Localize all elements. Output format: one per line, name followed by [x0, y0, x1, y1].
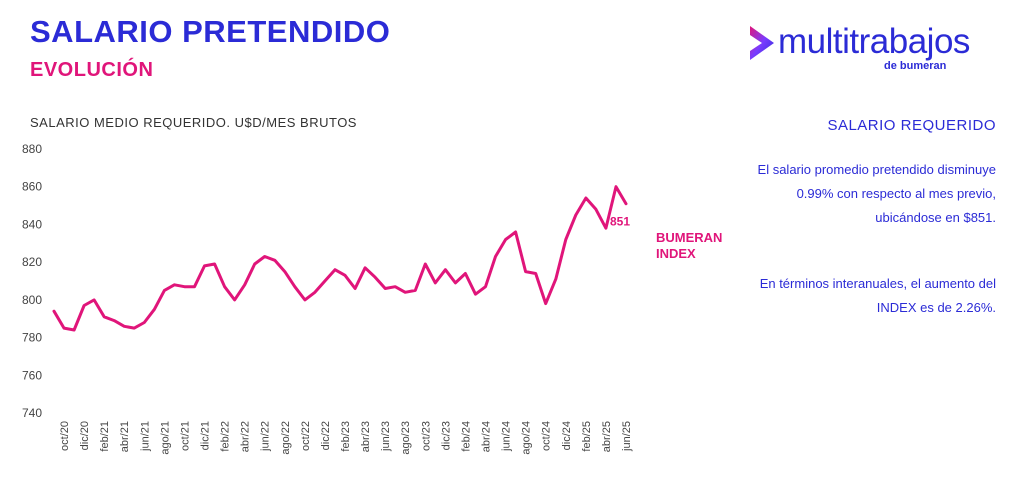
x-tick-label: dic/21 — [200, 421, 212, 450]
x-tick-label: abr/23 — [360, 421, 372, 452]
x-tick-label: oct/21 — [179, 421, 191, 451]
series-line — [52, 185, 628, 332]
line-chart: 740 760 780 800 820 840 860 880 oct/20 dic/20 feb/… — [22, 142, 633, 455]
x-tick-label: abr/24 — [481, 421, 493, 452]
page-title: SALARIO PRETENDIDO — [30, 14, 391, 49]
x-tick-label: jun/21 — [139, 421, 151, 452]
x-tick-label: abr/21 — [119, 421, 131, 452]
x-tick-label: ago/23 — [400, 421, 412, 455]
y-tick-label: 800 — [22, 293, 42, 307]
x-tick-label: jun/25 — [621, 421, 633, 452]
x-tick-label: feb/23 — [340, 421, 352, 452]
side-heading: SALARIO REQUERIDO — [827, 117, 996, 134]
x-tick-label: feb/22 — [220, 421, 232, 452]
x-tick-label: feb/25 — [581, 421, 593, 452]
x-tick-label: dic/23 — [440, 421, 452, 450]
x-tick-label: ago/24 — [521, 421, 533, 455]
x-tick-label: abr/25 — [601, 421, 613, 452]
x-tick-label: feb/24 — [460, 421, 472, 452]
y-tick-label: 780 — [22, 331, 42, 345]
y-tick-label: 740 — [22, 406, 42, 420]
x-tick-label: oct/23 — [420, 421, 432, 451]
x-tick-label: oct/24 — [541, 421, 553, 451]
x-tick-label: jun/22 — [260, 421, 272, 452]
x-tick-label: jun/23 — [380, 421, 392, 452]
y-tick-label: 860 — [22, 180, 42, 194]
x-tick-label: dic/24 — [561, 421, 573, 450]
y-tick-label: 820 — [22, 255, 42, 269]
logo-wordmark: multitrabajos — [778, 22, 970, 61]
x-tick-label: ago/21 — [159, 421, 171, 455]
x-tick-label: jun/24 — [501, 421, 513, 452]
page-subtitle: EVOLUCIÓN — [30, 59, 154, 81]
x-tick-label: dic/20 — [79, 421, 91, 450]
x-tick-label: dic/22 — [320, 421, 332, 450]
chart-title: SALARIO MEDIO REQUERIDO. U$D/MES BRUTOS — [30, 115, 357, 130]
x-tick-label: feb/21 — [99, 421, 111, 452]
side-paragraph-1: El salario promedio pretendido disminuye… — [757, 162, 996, 225]
x-tick-label: abr/22 — [240, 421, 252, 452]
x-tick-label: oct/20 — [59, 421, 71, 451]
y-tick-label: 760 — [22, 368, 42, 382]
multitrabajos-logo: multitrabajos de bumeran — [748, 20, 1018, 76]
x-tick-label: oct/22 — [300, 421, 312, 451]
x-tick-label: ago/22 — [280, 421, 292, 455]
logo-subtext: de bumeran — [884, 60, 947, 72]
end-data-label: 851 — [610, 215, 630, 229]
chevron-mark-icon — [750, 26, 774, 60]
side-paragraph-2: En términos interanuales, el aumento del… — [759, 276, 996, 315]
y-tick-label: 880 — [22, 142, 42, 156]
series-label: BUMERAN INDEX — [656, 230, 723, 261]
y-tick-label: 840 — [22, 217, 42, 231]
